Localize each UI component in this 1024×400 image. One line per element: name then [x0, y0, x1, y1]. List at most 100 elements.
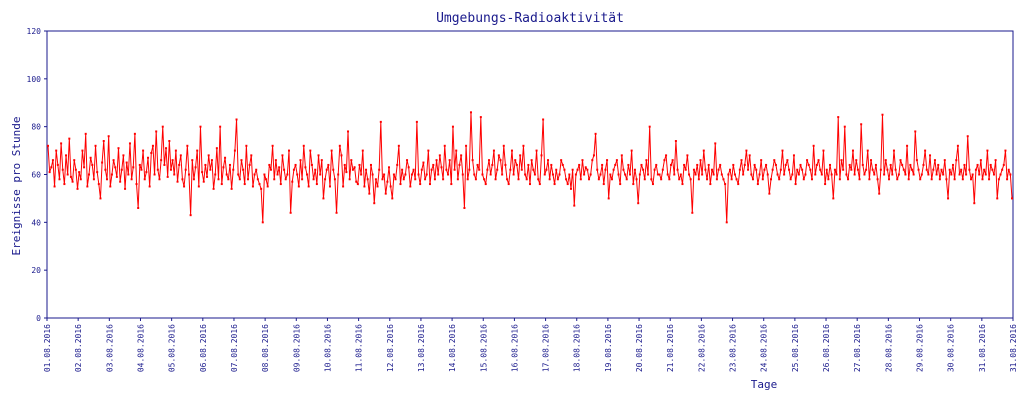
data-point [327, 163, 330, 166]
data-point [345, 171, 348, 174]
data-point [525, 178, 528, 181]
data-point [284, 178, 287, 181]
data-point [358, 163, 361, 166]
data-point [1002, 163, 1005, 166]
data-point [666, 173, 669, 176]
data-point [710, 168, 713, 171]
data-point [599, 173, 602, 176]
data-point [651, 183, 654, 186]
series-line [47, 112, 1013, 223]
data-point [120, 168, 123, 171]
data-point [806, 159, 809, 162]
data-point [506, 178, 509, 181]
data-point [330, 149, 333, 152]
data-point [629, 173, 632, 176]
data-point [496, 168, 499, 171]
data-point [958, 173, 961, 176]
x-tick-label: 28.08.2016 [884, 324, 893, 372]
data-point [961, 178, 964, 181]
data-point [981, 178, 984, 181]
data-point [543, 173, 546, 176]
x-tick-label: 22.08.2016 [697, 324, 706, 372]
data-point [632, 183, 635, 186]
data-point [538, 183, 541, 186]
x-tick-label: 14.08.2016 [448, 324, 457, 372]
data-point [409, 185, 412, 188]
data-point [394, 178, 397, 181]
data-point [476, 163, 479, 166]
data-point [860, 123, 863, 126]
data-point [348, 178, 351, 181]
x-tick-label: 29.08.2016 [916, 324, 925, 372]
data-point [850, 168, 853, 171]
data-point [922, 163, 925, 166]
data-point [469, 111, 472, 114]
data-point [224, 156, 227, 159]
data-point [522, 144, 525, 147]
data-point [184, 168, 187, 171]
data-point [483, 178, 486, 181]
data-point [753, 163, 756, 166]
data-point [527, 163, 530, 166]
data-point [227, 178, 230, 181]
data-point [301, 178, 304, 181]
data-point [863, 173, 866, 176]
data-point [102, 140, 105, 143]
data-point [960, 168, 963, 171]
data-point [196, 149, 199, 152]
data-point [886, 168, 889, 171]
data-point [486, 168, 489, 171]
data-point [1001, 168, 1004, 171]
data-point [833, 168, 836, 171]
data-point [228, 163, 231, 166]
data-point [437, 173, 440, 176]
data-point [250, 154, 253, 157]
data-point [407, 166, 410, 169]
data-point [268, 163, 271, 166]
data-point [901, 163, 904, 166]
data-point [61, 168, 64, 171]
data-point [391, 197, 394, 200]
data-point [99, 197, 102, 200]
data-point [812, 144, 815, 147]
x-tick-label: 15.08.2016 [479, 324, 488, 372]
data-point [597, 178, 600, 181]
data-point [322, 197, 325, 200]
data-point [497, 154, 500, 157]
data-point [450, 183, 453, 186]
data-point [656, 173, 659, 176]
data-point [971, 173, 974, 176]
x-tick-label: 17.08.2016 [542, 324, 551, 372]
data-point [288, 149, 290, 152]
data-point [86, 185, 89, 188]
data-point [161, 125, 164, 128]
data-point [425, 173, 428, 176]
data-point [906, 144, 909, 147]
data-point [410, 173, 413, 176]
plot-area: 0 20 40 60 80 100 120 01.08.2016 02.08.2016 03.08… [27, 27, 1018, 372]
data-point [956, 144, 959, 147]
data-point [827, 178, 830, 181]
data-point [292, 168, 295, 171]
data-point [947, 197, 950, 200]
x-tick-label: 04.08.2016 [136, 324, 145, 372]
data-point [814, 173, 817, 176]
data-point [201, 171, 204, 174]
data-point [750, 173, 753, 176]
data-point [914, 130, 917, 133]
data-point [433, 178, 436, 181]
data-point [453, 168, 456, 171]
data-point [561, 163, 564, 166]
data-point [379, 120, 382, 123]
data-point [970, 178, 973, 181]
data-point [83, 166, 86, 169]
data-point [71, 180, 74, 183]
data-point [902, 168, 905, 171]
data-point [356, 183, 359, 186]
data-point [725, 221, 728, 224]
data-point [765, 163, 768, 166]
data-point [388, 166, 391, 169]
data-point [66, 173, 69, 176]
data-point [550, 163, 553, 166]
